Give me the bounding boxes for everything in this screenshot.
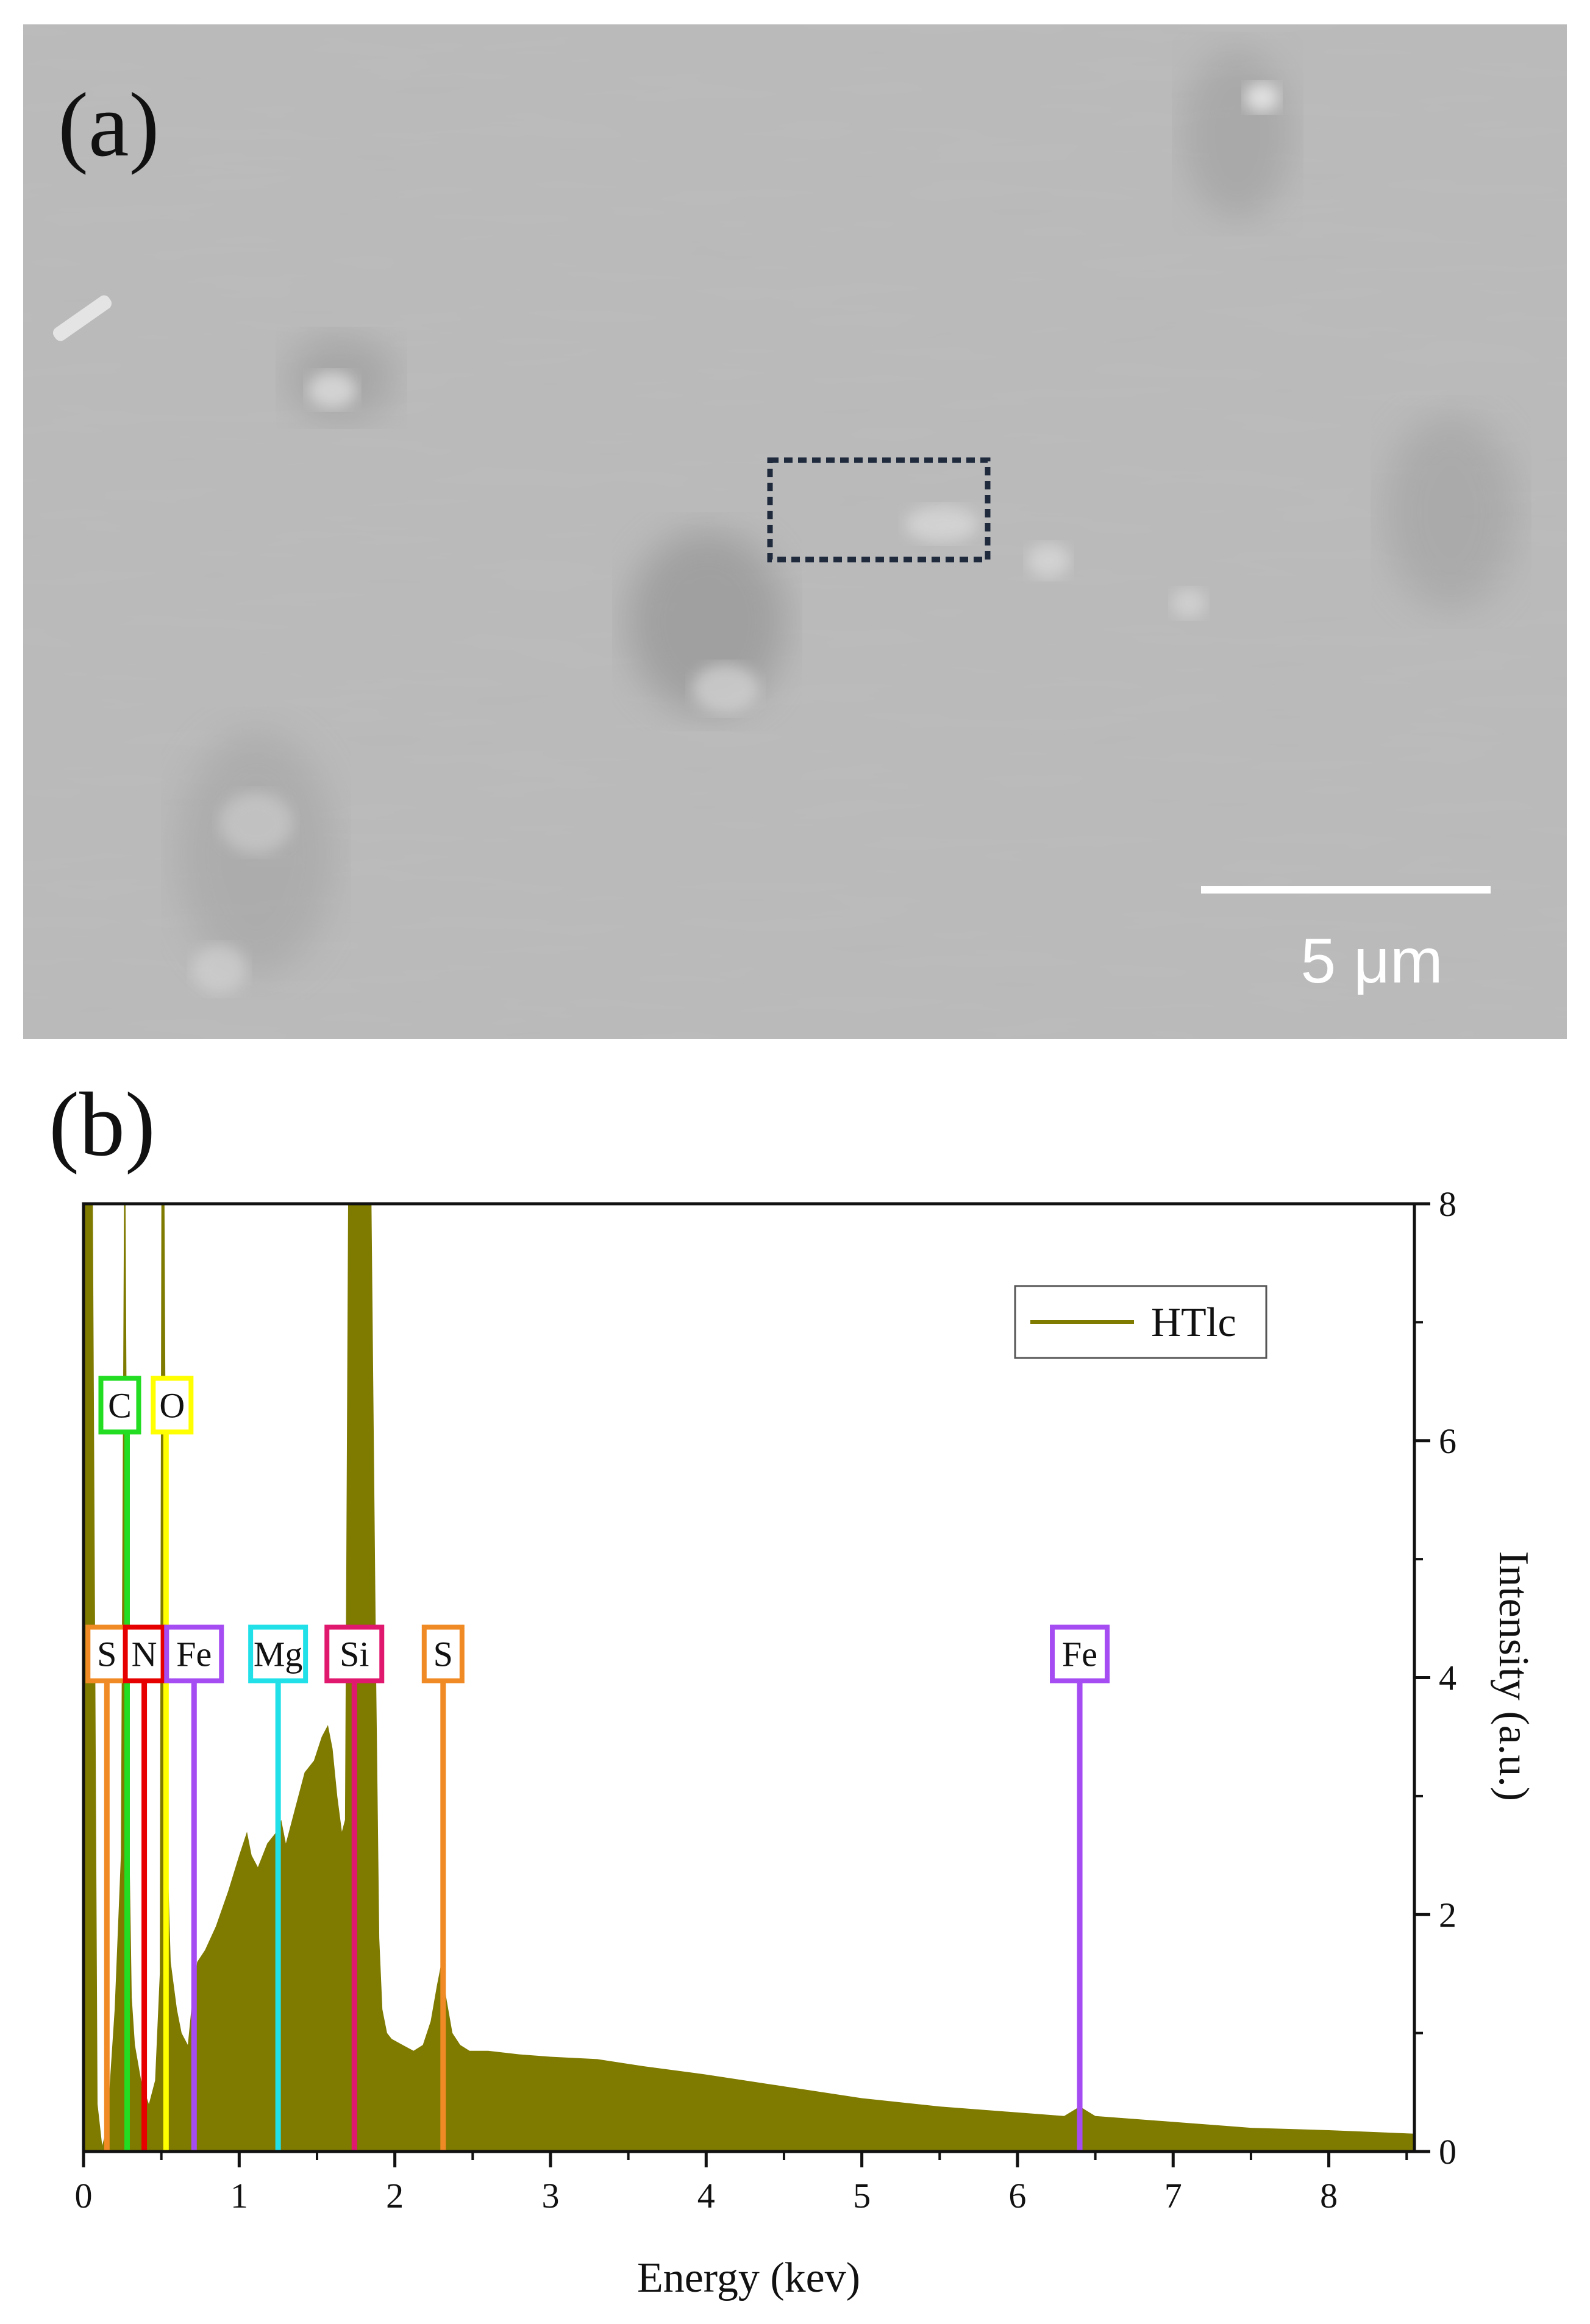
- y-tick-label: 0: [1439, 2132, 1456, 2172]
- element-marker-box: [324, 1624, 385, 1683]
- element-marker-label: N: [132, 1635, 157, 1674]
- x-axis: 0 1 2 3 4 5 6 7 8: [75, 2152, 1408, 2216]
- element-marker-box: [421, 1624, 465, 1683]
- panel-a-label: (a): [58, 74, 159, 176]
- scale-bar-label: 5 μm: [1300, 926, 1442, 997]
- y-tick-label: 2: [1439, 1895, 1456, 1935]
- x-tick-label: 5: [853, 2176, 871, 2216]
- element-marker-box: [123, 1624, 166, 1683]
- y-tick-label: 8: [1439, 1184, 1456, 1224]
- selected-region-box: [767, 457, 991, 563]
- sem-image-panel: 5 μm (a): [23, 24, 1567, 1039]
- x-tick-label: 7: [1164, 2176, 1182, 2216]
- panel-b-label: (b): [49, 1074, 155, 1175]
- y-tick-label: 4: [1439, 1658, 1456, 1698]
- element-marker-box: [1050, 1624, 1110, 1683]
- x-axis-title: Energy (kev): [637, 2255, 860, 2301]
- element-marker-fe-8: Fe: [1050, 1624, 1110, 2152]
- x-tick-label: 0: [75, 2176, 93, 2216]
- element-marker-o-1: O: [151, 1376, 194, 2152]
- element-marker-n-3: N: [123, 1624, 166, 2152]
- x-tick-label: 6: [1008, 2176, 1026, 2216]
- x-tick-label: 1: [230, 2176, 248, 2216]
- element-marker-label: S: [433, 1635, 453, 1674]
- y-tick-label: 6: [1439, 1421, 1456, 1461]
- element-marker-s-2: S: [85, 1624, 129, 2152]
- element-marker-label: Fe: [1062, 1635, 1097, 1674]
- sem-features: [52, 49, 1518, 993]
- y-axis-title: Intensity (a.u.): [1490, 1551, 1537, 1801]
- x-tick-label: 3: [541, 2176, 559, 2216]
- x-tick-label: 4: [697, 2176, 715, 2216]
- element-marker-label: C: [108, 1385, 132, 1425]
- element-marker-box: [164, 1624, 224, 1683]
- element-marker-fe-4: Fe: [164, 1624, 224, 2152]
- element-marker-box: [85, 1624, 129, 1683]
- element-marker-si-6: Si: [324, 1624, 385, 2152]
- element-marker-box: [98, 1376, 141, 1435]
- element-marker-box: [248, 1624, 308, 1683]
- x-tick-label: 8: [1320, 2176, 1338, 2216]
- element-marker-c-0: C: [98, 1376, 141, 2152]
- element-marker-label: Si: [340, 1635, 369, 1674]
- legend-label: HTlc: [1151, 1299, 1236, 1345]
- element-marker-label: O: [159, 1385, 185, 1425]
- element-marker-label: Mg: [254, 1635, 303, 1674]
- element-marker-label: S: [97, 1635, 116, 1674]
- x-tick-label: 2: [386, 2176, 404, 2216]
- element-marker-s-7: S: [421, 1624, 465, 2152]
- y-axis: 0 2 4 6 8: [1414, 1184, 1456, 2172]
- element-markers: C OS N Fe Mg Si S Fe: [85, 1376, 1110, 2152]
- element-marker-box: [151, 1376, 194, 1435]
- legend: HTlc: [1014, 1285, 1267, 1359]
- element-marker-label: Fe: [176, 1635, 212, 1674]
- element-marker-mg-5: Mg: [248, 1624, 308, 2152]
